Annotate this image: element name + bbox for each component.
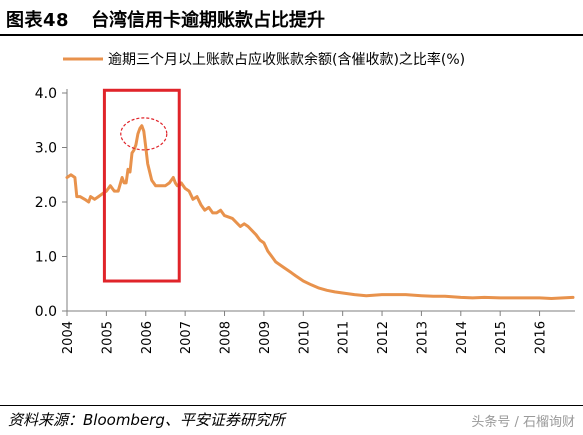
series-line [65, 124, 575, 300]
x-tick-label: 2014 [455, 321, 470, 354]
highlight-box [102, 88, 181, 283]
source-note: 资料来源：Bloomberg、平安证券研究所 [8, 411, 285, 429]
y-tick-label: 2.0 [35, 195, 57, 211]
y-tick-label: 1.0 [35, 250, 57, 266]
x-tick-label: 2005 [100, 321, 115, 354]
x-tick-label: 2012 [376, 321, 391, 354]
line-chart: 逾期三个月以上账款占应收账款余额(含催收款)之比率(%) 0.0 1.0 2.0 3.0… [35, 51, 575, 354]
figure-label: 图表48 [6, 10, 70, 31]
legend-label: 逾期三个月以上账款占应收账款余额(含催收款)之比率(%) [108, 51, 465, 68]
x-tick-label: 2009 [258, 321, 273, 354]
y-tick-label: 0.0 [35, 304, 57, 320]
y-tick-label: 4.0 [35, 86, 57, 102]
x-tick-label: 2015 [494, 321, 509, 354]
x-tick-label: 2004 [61, 321, 76, 354]
y-tick-label: 3.0 [35, 141, 57, 157]
x-tick-label: 2010 [297, 321, 312, 354]
footer-divider [0, 405, 583, 406]
figure-title: 台湾信用卡逾期账款占比提升 [91, 10, 326, 31]
x-tick-label: 2008 [219, 321, 234, 354]
x-tick-label: 2011 [337, 321, 352, 354]
watermark: 头条号 / 石榴询财 [471, 415, 575, 430]
x-tick-label: 2016 [534, 321, 549, 354]
x-tick-label: 2007 [179, 321, 194, 354]
x-tick-label: 2006 [140, 321, 155, 354]
figure-header: 图表48 台湾信用卡逾期账款占比提升 [6, 6, 325, 32]
title-divider [0, 34, 583, 36]
x-tick-label: 2013 [415, 321, 430, 354]
peak-circle [120, 117, 168, 151]
